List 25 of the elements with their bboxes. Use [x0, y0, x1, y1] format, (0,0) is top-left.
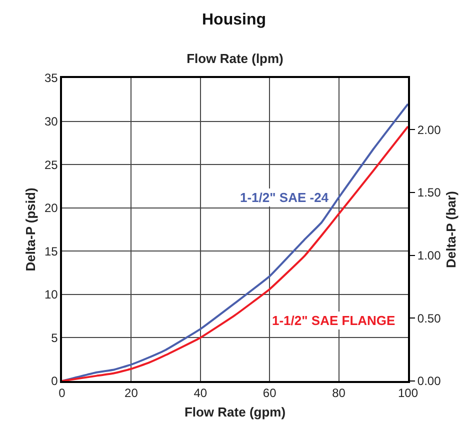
y2-tick-label: 1.00 — [417, 248, 442, 262]
y2-tick-label: 2.00 — [417, 122, 442, 137]
series-label: 1-1/2" SAE FLANGE — [272, 313, 396, 328]
y2-tick-label: 1.50 — [417, 186, 442, 200]
y-tick-label: 35 — [44, 71, 58, 86]
x-tick-label: 100 — [398, 386, 418, 400]
x-tick-label: 80 — [332, 386, 346, 400]
x-tick-label: 40 — [194, 386, 208, 400]
y2-tick-label: 0.00 — [417, 374, 442, 388]
x-tick-label: 60 — [262, 386, 277, 400]
y2-tick-label: 0.50 — [417, 311, 442, 326]
y-tick-label: 0 — [51, 374, 58, 388]
y-tick-label: 15 — [44, 244, 58, 258]
x2-axis-title: Flow Rate (lpm) — [186, 50, 284, 66]
y-tick-label: 30 — [44, 114, 58, 128]
x-axis-title: Flow Rate (gpm) — [184, 404, 286, 420]
y-axis-title: Delta-P (psid) — [22, 188, 38, 272]
chart-title: Housing — [202, 11, 266, 28]
y-tick-label: 10 — [44, 288, 58, 302]
y2-axis-title: Delta-P (bar) — [444, 190, 459, 268]
y-tick-label: 5 — [51, 330, 58, 345]
y-tick-label: 20 — [44, 201, 58, 216]
x-tick-label: 20 — [124, 386, 138, 400]
series-label: 1-1/2" SAE -24 — [240, 190, 330, 205]
y-tick-label: 25 — [44, 158, 58, 172]
